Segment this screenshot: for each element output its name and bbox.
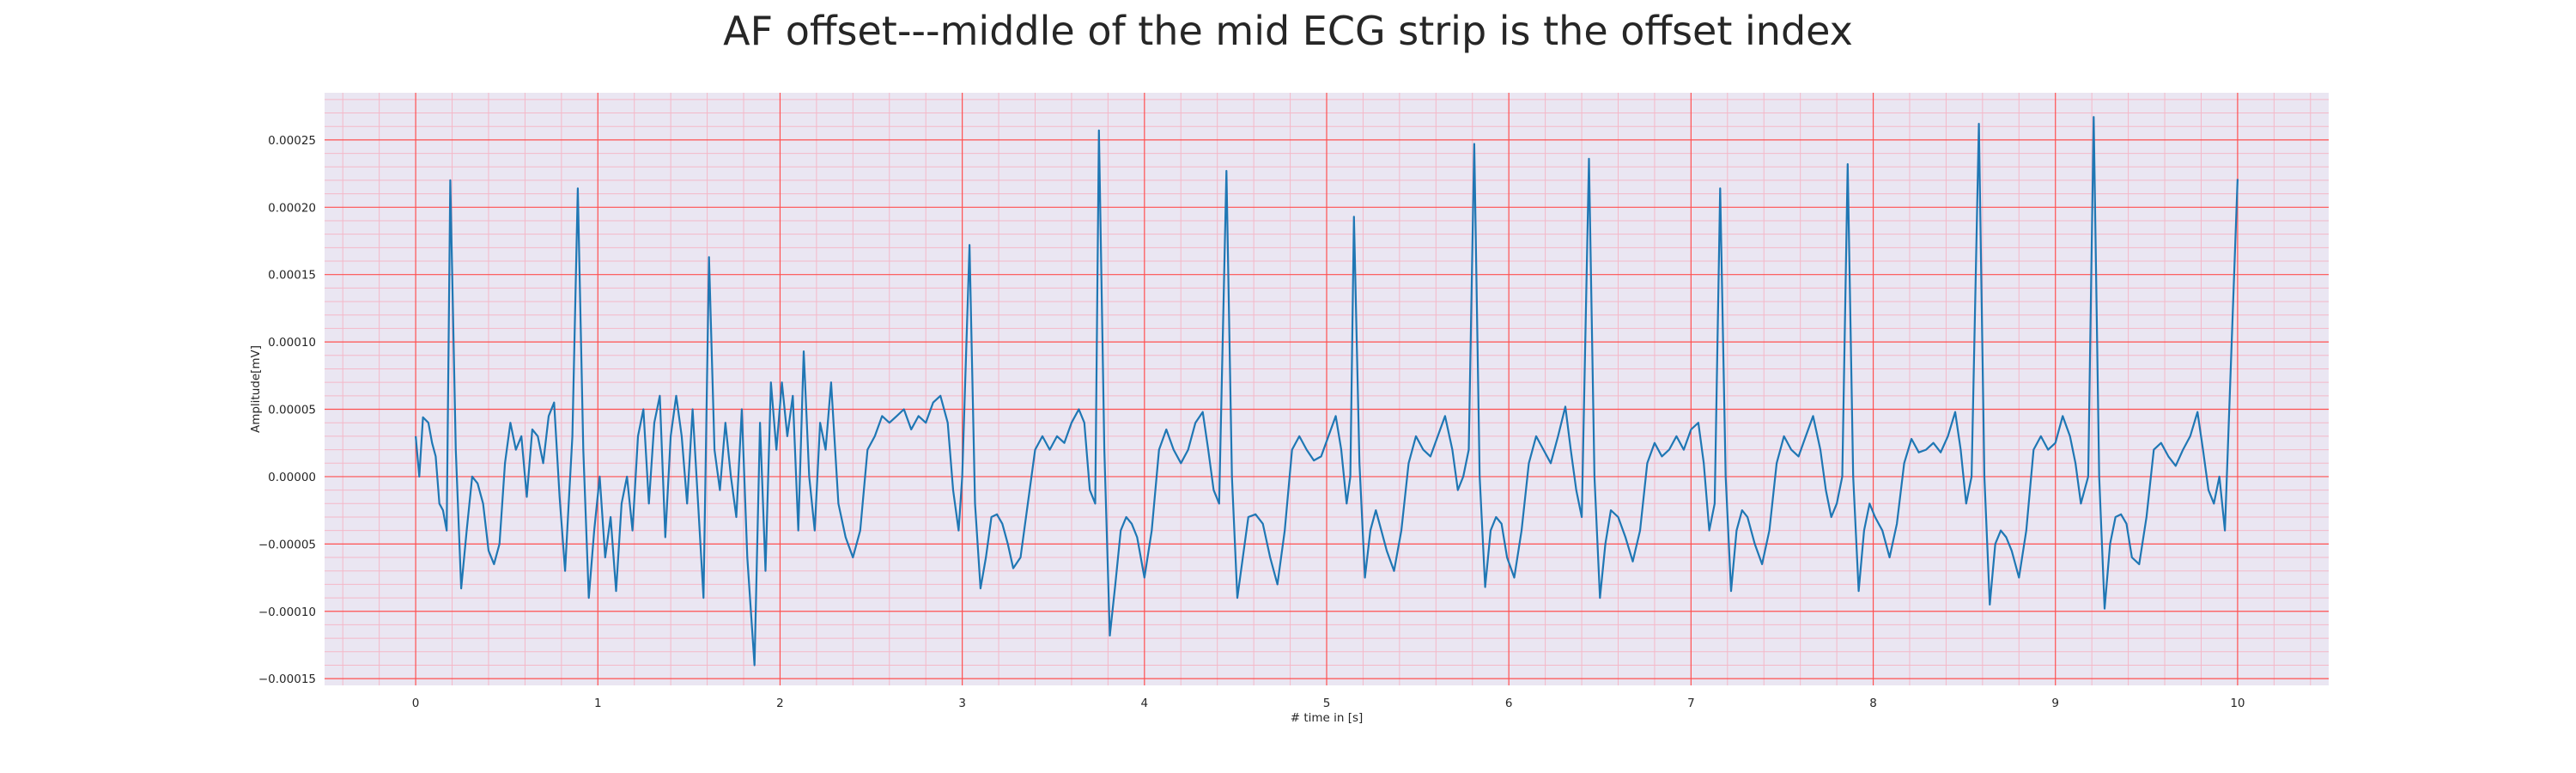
x-tick-label: 5 bbox=[1323, 697, 1331, 710]
x-tick-labels: 0 1 2 3 4 5 6 7 8 9 10 bbox=[412, 697, 2245, 710]
x-tick-label: 4 bbox=[1141, 697, 1149, 710]
y-tick-labels: −0.00015 −0.00010 −0.00005 0.00000 0.00005 0.… bbox=[258, 134, 316, 686]
y-tick-label: −0.00005 bbox=[258, 538, 316, 551]
y-tick-label: 0.00005 bbox=[268, 404, 316, 417]
x-tick-label: 8 bbox=[1869, 697, 1877, 710]
y-tick-label: −0.00010 bbox=[258, 606, 316, 619]
chart-title: AF offset---middle of the mid ECG strip … bbox=[723, 8, 1853, 54]
y-tick-label: 0.00015 bbox=[268, 269, 316, 283]
y-tick-label: −0.00015 bbox=[258, 673, 316, 686]
y-tick-label: 0.00020 bbox=[268, 201, 316, 215]
y-tick-label: 0.00010 bbox=[268, 336, 316, 350]
x-tick-label: 6 bbox=[1505, 697, 1513, 710]
x-axis-label: # time in [s] bbox=[1291, 711, 1364, 725]
x-tick-label: 1 bbox=[594, 697, 602, 710]
x-tick-label: 10 bbox=[2230, 697, 2245, 710]
y-axis-label: Amplitude[mV] bbox=[249, 345, 263, 433]
x-tick-label: 2 bbox=[776, 697, 784, 710]
y-tick-label: 0.00025 bbox=[268, 134, 316, 148]
major-grid bbox=[325, 93, 2329, 685]
x-tick-label: 0 bbox=[412, 697, 420, 710]
x-tick-label: 3 bbox=[958, 697, 966, 710]
y-tick-label: 0.00000 bbox=[268, 471, 316, 484]
x-tick-label: 7 bbox=[1687, 697, 1695, 710]
x-tick-label: 9 bbox=[2051, 697, 2059, 710]
ecg-series-line bbox=[415, 116, 2239, 666]
